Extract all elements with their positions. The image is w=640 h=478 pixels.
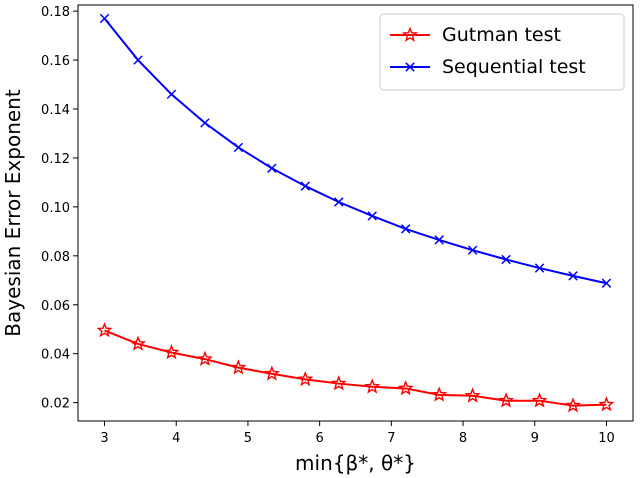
data-point-sequential-test xyxy=(568,271,578,281)
data-point-sequential-test xyxy=(233,142,244,153)
data-point-sequential-test xyxy=(267,163,277,173)
legend-marker-symbol xyxy=(401,26,419,42)
data-point-gutman-test xyxy=(498,392,515,408)
data-point-gutman-test xyxy=(464,387,481,403)
y-tick-label: 0.04 xyxy=(41,348,70,363)
x-tick-label: 6 xyxy=(316,431,324,446)
data-point-gutman-test xyxy=(230,359,247,375)
data-point-sequential-test xyxy=(467,245,478,255)
series-line-sequential-test xyxy=(103,17,607,285)
y-tick-label: 0.14 xyxy=(41,103,70,118)
data-point-sequential-test xyxy=(200,118,210,128)
y-tick-label: 0.12 xyxy=(41,152,70,167)
y-axis: 0.02 0.04 0.06 0.08 0.10 0.12 0.14 0.16 0.18 xyxy=(41,5,78,412)
x-tick-label: 9 xyxy=(531,431,539,446)
y-tick-label: 0.10 xyxy=(41,201,70,216)
data-point-gutman-test xyxy=(163,344,180,360)
x-tick-label: 4 xyxy=(172,431,180,446)
legend-label-sequential: Sequential test xyxy=(442,56,586,78)
data-point-gutman-test xyxy=(564,397,582,413)
x-tick-label: 7 xyxy=(387,431,395,446)
data-point-gutman-test xyxy=(263,365,280,381)
data-point-gutman-test xyxy=(96,322,113,338)
data-point-sequential-test xyxy=(434,235,444,245)
x-tick-label: 5 xyxy=(244,431,252,446)
data-point-gutman-test xyxy=(397,380,414,396)
y-tick-label: 0.16 xyxy=(41,54,70,69)
legend-box xyxy=(379,13,625,91)
data-point-sequential-test xyxy=(367,211,377,221)
data-point-sequential-test xyxy=(300,181,311,191)
axes-frame xyxy=(77,4,634,422)
y-tick-label: 0.18 xyxy=(41,5,70,20)
data-point-gutman-test xyxy=(364,378,381,394)
data-point-sequential-test xyxy=(400,224,411,234)
y-tick-label: 0.06 xyxy=(41,299,70,314)
x-tick-label: 10 xyxy=(598,431,615,446)
legend-marker-symbol xyxy=(405,62,415,72)
x-tick-label: 3 xyxy=(100,431,108,446)
data-point-sequential-test xyxy=(601,278,612,288)
data-point-gutman-test xyxy=(129,335,147,351)
data-point-gutman-test xyxy=(297,370,314,387)
series-line-gutman-test xyxy=(104,329,607,407)
data-point-gutman-test xyxy=(330,375,347,391)
data-point-sequential-test xyxy=(133,55,143,65)
y-axis-title: Bayesian Error Exponent xyxy=(1,89,25,337)
x-axis-title: min{β*, θ*} xyxy=(295,451,416,475)
y-tick-label: 0.08 xyxy=(41,250,70,265)
legend-marker-gutman xyxy=(401,26,419,42)
data-point-sequential-test xyxy=(334,197,344,207)
data-point-gutman-test xyxy=(598,396,615,412)
legend-marker-sequential xyxy=(405,62,415,72)
data-point-gutman-test xyxy=(196,350,213,366)
data-point-gutman-test xyxy=(431,386,448,402)
legend-label-gutman: Gutman test xyxy=(442,24,561,46)
series-layer xyxy=(96,13,615,413)
y-tick-label: 0.02 xyxy=(41,397,70,412)
data-point-sequential-test xyxy=(99,13,110,24)
data-point-sequential-test xyxy=(166,89,177,100)
legend: Gutman test Sequential test xyxy=(379,13,625,91)
data-point-gutman-test xyxy=(531,392,548,408)
x-axis: 3 4 5 6 7 8 9 10 xyxy=(100,421,615,446)
x-tick-label: 8 xyxy=(459,431,467,446)
data-point-sequential-test xyxy=(534,263,545,273)
data-point-sequential-test xyxy=(501,254,511,265)
